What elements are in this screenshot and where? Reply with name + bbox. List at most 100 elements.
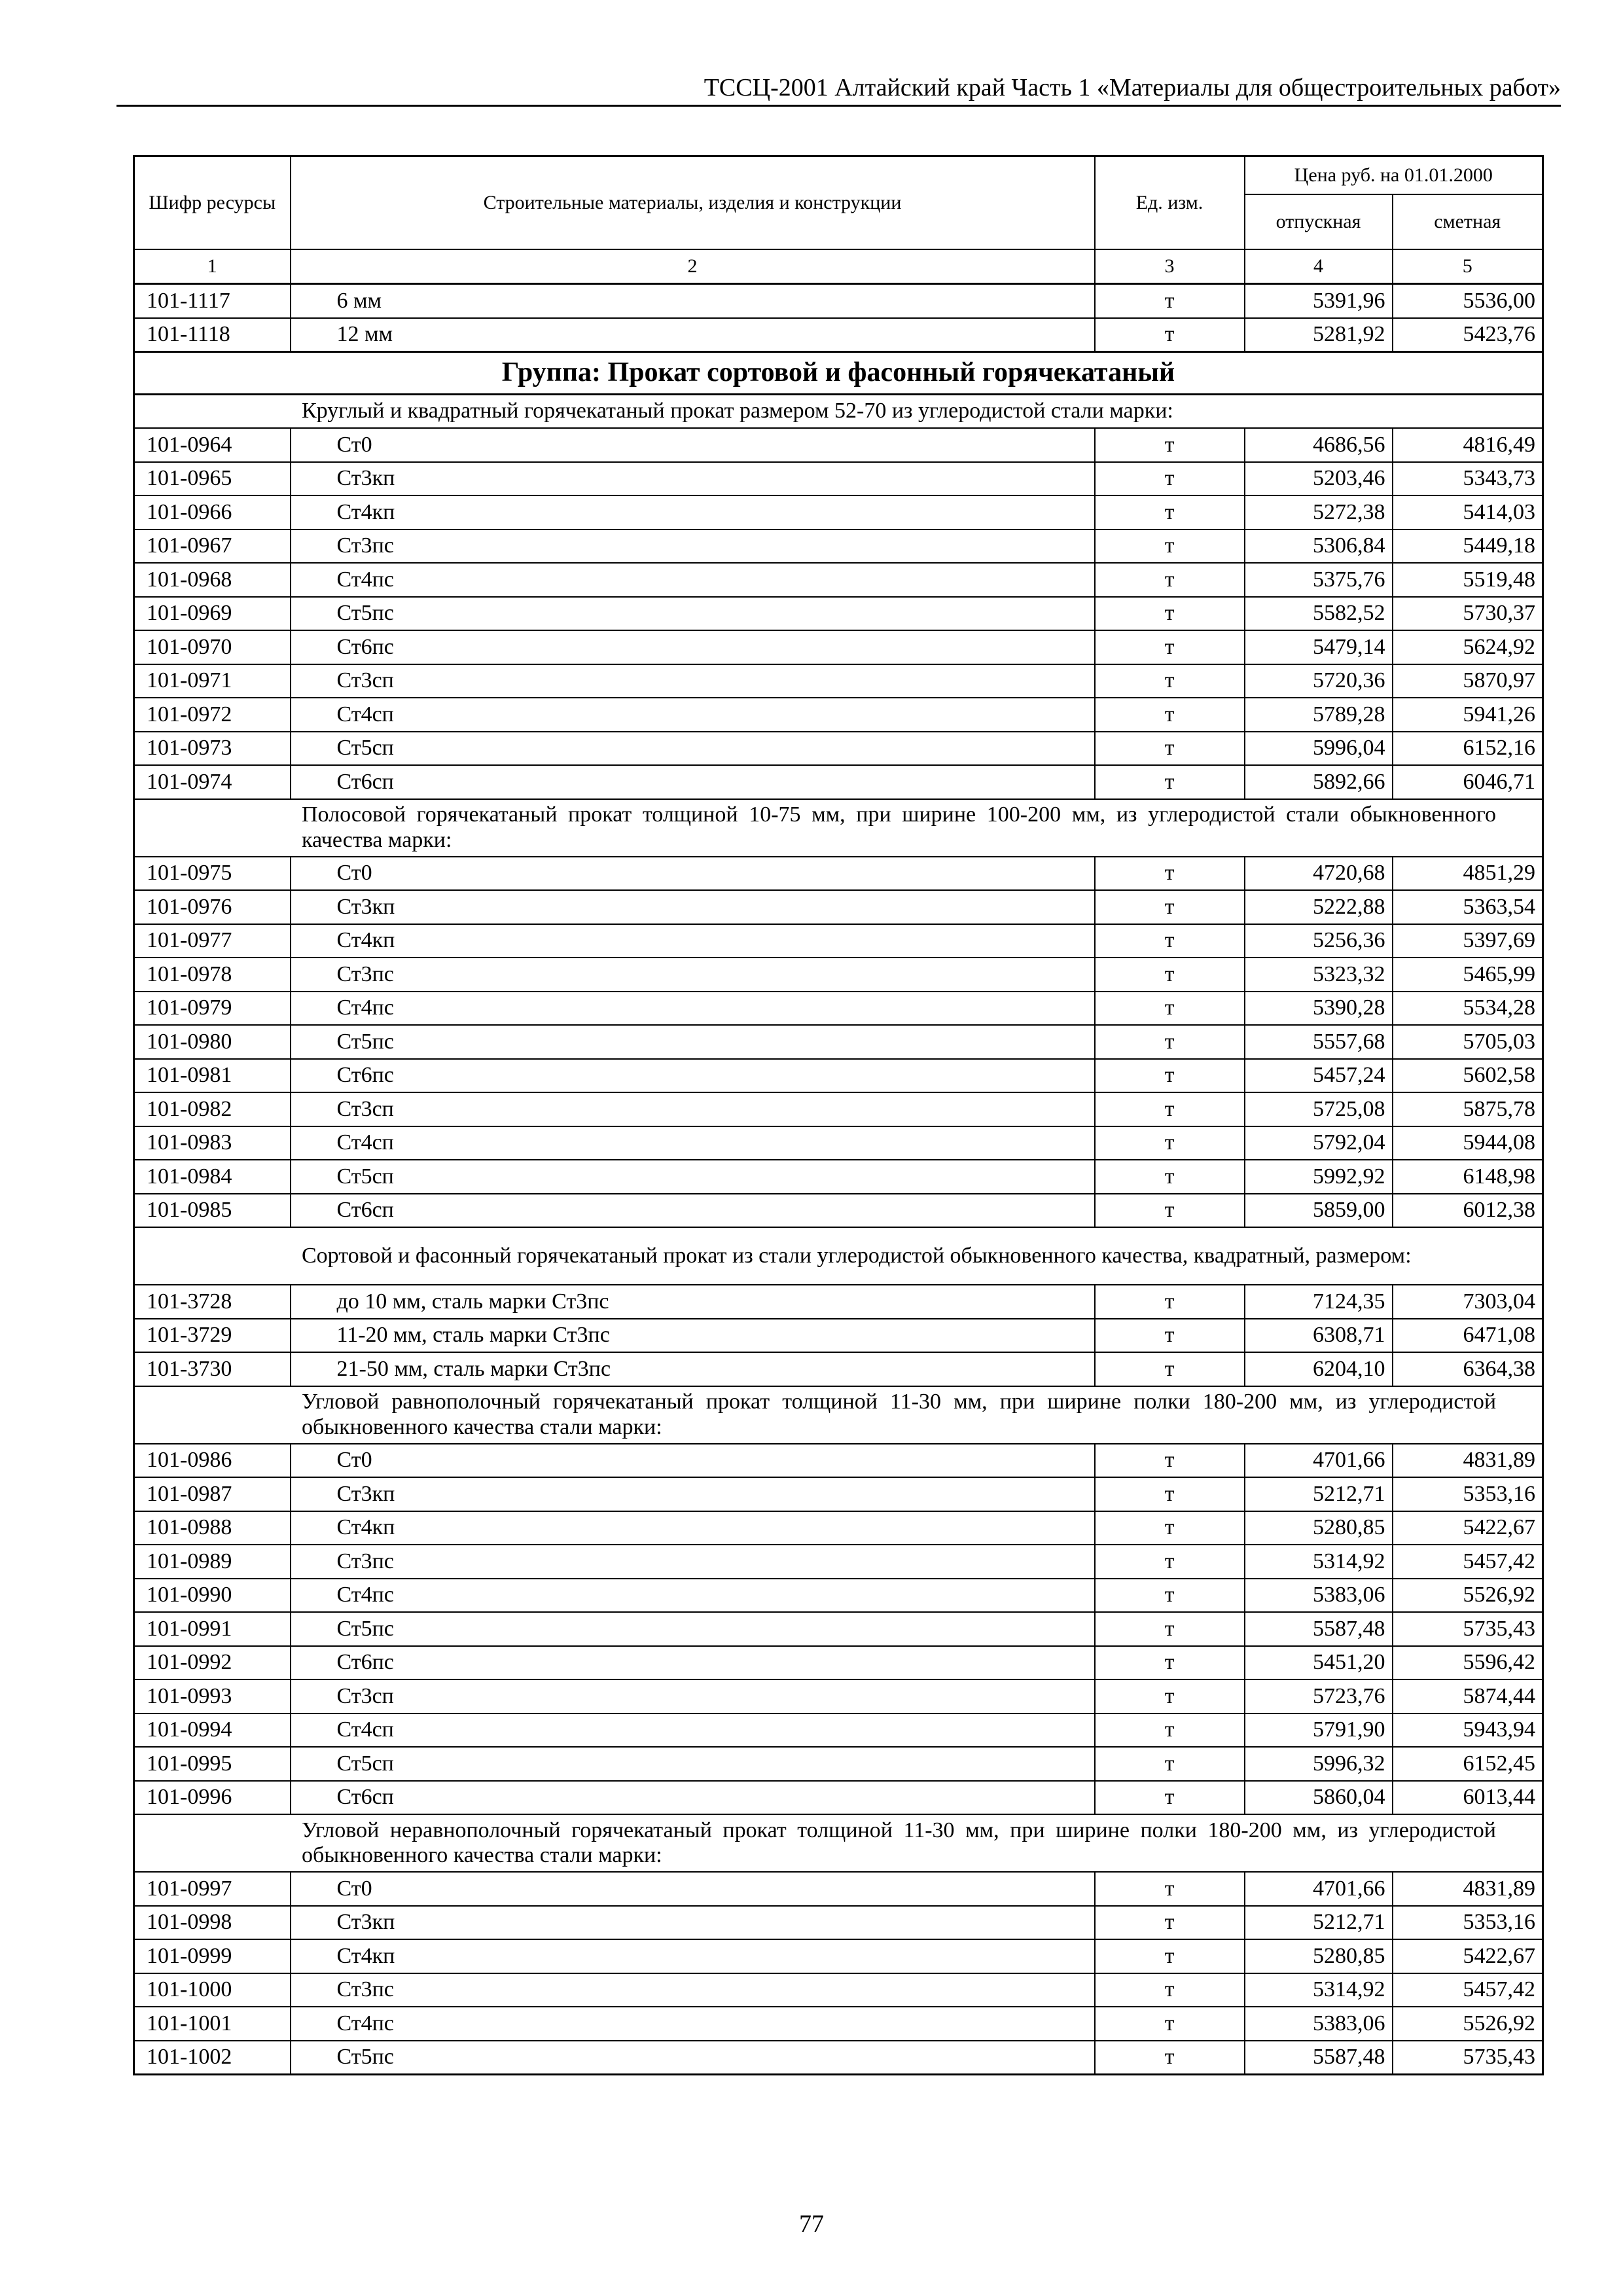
estimate-price: 5422,67 bbox=[1391, 1510, 1544, 1545]
unit-cell: т bbox=[1094, 1510, 1245, 1545]
header-rule bbox=[116, 105, 1561, 107]
release-price: 5323,32 bbox=[1243, 957, 1393, 992]
table-row: 101-0978 Ст3пс т 5323,32 5465,99 bbox=[133, 957, 1544, 992]
estimate-price: 5414,03 bbox=[1391, 495, 1544, 530]
unit-cell: т bbox=[1094, 697, 1245, 732]
table-row: 101-0986 Ст0 т 4701,66 4831,89 bbox=[133, 1443, 1544, 1478]
estimate-price: 5353,16 bbox=[1391, 1905, 1544, 1940]
estimate-price: 5422,67 bbox=[1391, 1939, 1544, 1974]
resource-code: 101-0995 bbox=[133, 1746, 291, 1782]
resource-code: 101-0974 bbox=[133, 764, 291, 800]
unit-cell: т bbox=[1094, 1125, 1245, 1160]
resource-code: 101-0986 bbox=[133, 1443, 291, 1478]
price-table: Шифр ресурсы Строительные материалы, изд… bbox=[133, 155, 1544, 2075]
group-row: Группа: Прокат сортовой и фасонный горяч… bbox=[133, 351, 1544, 395]
running-head: ТССЦ-2001 Алтайский край Часть 1 «Матери… bbox=[704, 74, 1561, 101]
material-name: Ст4кп bbox=[289, 495, 1096, 530]
release-price: 6204,10 bbox=[1243, 1352, 1393, 1387]
release-price: 5457,24 bbox=[1243, 1058, 1393, 1093]
resource-code: 101-0969 bbox=[133, 596, 291, 631]
table-row: 101-0985 Ст6сп т 5859,00 6012,38 bbox=[133, 1193, 1544, 1228]
material-name: Ст5сп bbox=[289, 730, 1096, 766]
column-number: 3 bbox=[1094, 249, 1245, 285]
estimate-price: 5534,28 bbox=[1391, 990, 1544, 1026]
unit-cell: т bbox=[1094, 990, 1245, 1026]
release-price: 5451,20 bbox=[1243, 1645, 1393, 1680]
unit-cell: т bbox=[1094, 1939, 1245, 1974]
table-row: 101-0988 Ст4кп т 5280,85 5422,67 bbox=[133, 1510, 1544, 1545]
material-name: Ст3пс bbox=[289, 528, 1096, 564]
table-row: 101-0979 Ст4пс т 5390,28 5534,28 bbox=[133, 990, 1544, 1026]
unit-cell: т bbox=[1094, 2006, 1245, 2041]
section-title: Полосовой горячекатаный прокат толщиной … bbox=[133, 798, 1544, 857]
column-number: 2 bbox=[289, 249, 1096, 285]
unit-cell: т bbox=[1094, 1477, 1245, 1512]
material-name: Ст6пс bbox=[289, 1058, 1096, 1093]
release-price: 5375,76 bbox=[1243, 562, 1393, 598]
material-name: Ст3пс bbox=[289, 1972, 1096, 2007]
unit-cell: т bbox=[1094, 1024, 1245, 1060]
unit-cell: т bbox=[1094, 1972, 1245, 2007]
material-name: Ст4сп bbox=[289, 1125, 1096, 1160]
material-name: Ст3кп bbox=[289, 889, 1096, 925]
header-unit: Ед. изм. bbox=[1094, 155, 1245, 250]
estimate-price: 5449,18 bbox=[1391, 528, 1544, 564]
estimate-price: 5343,73 bbox=[1391, 461, 1544, 496]
resource-code: 101-0971 bbox=[133, 663, 291, 698]
resource-code: 101-0990 bbox=[133, 1577, 291, 1613]
estimate-price: 5526,92 bbox=[1391, 1577, 1544, 1613]
resource-code: 101-0977 bbox=[133, 923, 291, 958]
header-code: Шифр ресурсы bbox=[133, 155, 291, 250]
estimate-price: 5602,58 bbox=[1391, 1058, 1544, 1093]
release-price: 5723,76 bbox=[1243, 1679, 1393, 1714]
resource-code: 101-1001 bbox=[133, 2006, 291, 2041]
page-number: 77 bbox=[799, 2210, 824, 2238]
release-price: 5314,92 bbox=[1243, 1544, 1393, 1579]
table-row: 101-0984 Ст5сп т 5992,92 6148,98 bbox=[133, 1159, 1544, 1194]
release-price: 5306,84 bbox=[1243, 528, 1393, 564]
material-name: Ст3сп bbox=[289, 1679, 1096, 1714]
resource-code: 101-0967 bbox=[133, 528, 291, 564]
estimate-price: 5596,42 bbox=[1391, 1645, 1544, 1680]
estimate-price: 6046,71 bbox=[1391, 764, 1544, 800]
material-name: 11-20 мм, сталь марки Ст3пс bbox=[289, 1318, 1096, 1353]
material-name: Ст6пс bbox=[289, 630, 1096, 665]
unit-cell: т bbox=[1094, 1712, 1245, 1748]
release-price: 4701,66 bbox=[1243, 1871, 1393, 1907]
estimate-price: 6364,38 bbox=[1391, 1352, 1544, 1387]
material-name: Ст4сп bbox=[289, 1712, 1096, 1748]
estimate-price: 5735,43 bbox=[1391, 2039, 1544, 2075]
table-row: 101-1118 12 мм т 5281,92 5423,76 bbox=[133, 317, 1544, 353]
material-name: до 10 мм, сталь марки Ст3пс bbox=[289, 1284, 1096, 1319]
unit-cell: т bbox=[1094, 283, 1245, 319]
release-price: 5720,36 bbox=[1243, 663, 1393, 698]
release-price: 5383,06 bbox=[1243, 1577, 1393, 1613]
unit-cell: т bbox=[1094, 1577, 1245, 1613]
resource-code: 101-1117 bbox=[133, 283, 291, 319]
estimate-price: 5526,92 bbox=[1391, 2006, 1544, 2041]
release-price: 5390,28 bbox=[1243, 990, 1393, 1026]
estimate-price: 5870,97 bbox=[1391, 663, 1544, 698]
release-price: 4701,66 bbox=[1243, 1443, 1393, 1478]
unit-cell: т bbox=[1094, 1679, 1245, 1714]
material-name: Ст4пс bbox=[289, 2006, 1096, 2041]
material-name: Ст3сп bbox=[289, 1092, 1096, 1127]
resource-code: 101-0997 bbox=[133, 1871, 291, 1907]
resource-code: 101-0979 bbox=[133, 990, 291, 1026]
resource-code: 101-0964 bbox=[133, 427, 291, 463]
material-name: Ст4пс bbox=[289, 1577, 1096, 1613]
release-price: 5272,38 bbox=[1243, 495, 1393, 530]
resource-code: 101-0981 bbox=[133, 1058, 291, 1093]
resource-code: 101-0989 bbox=[133, 1544, 291, 1579]
unit-cell: т bbox=[1094, 764, 1245, 800]
release-price: 5892,66 bbox=[1243, 764, 1393, 800]
release-price: 5587,48 bbox=[1243, 1611, 1393, 1647]
material-name: Ст5сп bbox=[289, 1746, 1096, 1782]
unit-cell: т bbox=[1094, 1443, 1245, 1478]
estimate-price: 5423,76 bbox=[1391, 317, 1544, 353]
resource-code: 101-1002 bbox=[133, 2039, 291, 2075]
table-row: 101-0976 Ст3кп т 5222,88 5363,54 bbox=[133, 889, 1544, 925]
unit-cell: т bbox=[1094, 1905, 1245, 1940]
table-row: 101-0983 Ст4сп т 5792,04 5944,08 bbox=[133, 1125, 1544, 1160]
release-price: 4720,68 bbox=[1243, 855, 1393, 891]
